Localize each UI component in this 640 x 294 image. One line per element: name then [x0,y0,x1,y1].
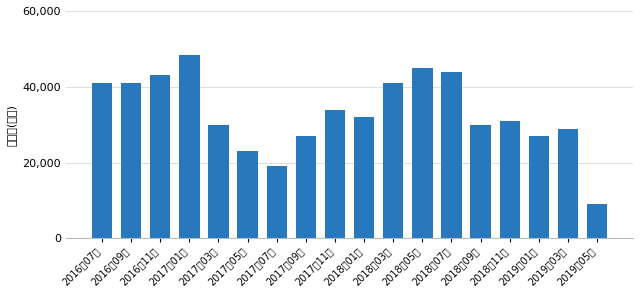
Bar [266,166,287,238]
Bar [470,125,491,238]
Bar [324,110,345,238]
Bar [383,83,403,238]
Bar [237,151,258,238]
Bar [587,204,607,238]
Bar [354,117,374,238]
Bar [558,128,578,238]
Bar [412,68,433,238]
Bar [208,125,228,238]
Bar [179,55,200,238]
Bar [296,136,316,238]
Bar [92,83,112,238]
Bar [499,121,520,238]
Bar [150,76,170,238]
Bar [441,72,461,238]
Y-axis label: 거래량(건수): 거래량(건수) [7,104,17,146]
Bar [529,136,549,238]
Bar [121,83,141,238]
